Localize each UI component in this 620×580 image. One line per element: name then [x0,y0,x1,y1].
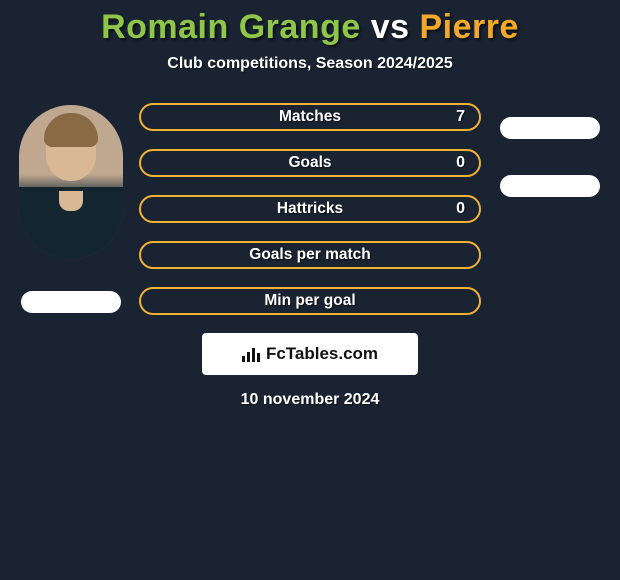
stat-value: 0 [456,154,465,172]
brand-text: FcTables.com [266,344,378,364]
subtitle: Club competitions, Season 2024/2025 [0,55,620,73]
stat-min-per-goal: Min per goal [139,287,481,315]
stat-label: Goals per match [249,246,370,264]
date-text: 10 november 2024 [0,391,620,409]
main-area: Matches 7 Goals 0 Hattricks 0 Goals per … [0,103,620,315]
vs-text: vs [371,8,410,46]
stat-value: 0 [456,200,465,218]
stat-goals: Goals 0 [139,149,481,177]
player1-avatar [19,105,123,259]
stat-label: Min per goal [264,292,355,310]
player1-column [8,103,133,313]
player2-pill-1 [500,117,600,139]
player2-pill-2 [500,175,600,197]
player2-name: Pierre [420,8,519,46]
stat-value: 7 [456,108,465,126]
stat-matches: Matches 7 [139,103,481,131]
player2-column [487,103,612,197]
player1-name: Romain Grange [101,8,361,46]
player1-name-pill [21,291,121,313]
stats-column: Matches 7 Goals 0 Hattricks 0 Goals per … [133,103,487,315]
stat-hattricks: Hattricks 0 [139,195,481,223]
comparison-card: Romain Grange vs Pierre Club competition… [0,0,620,409]
title-row: Romain Grange vs Pierre [0,8,620,47]
brand-badge[interactable]: FcTables.com [202,333,418,375]
stat-label: Matches [279,108,341,126]
stat-goals-per-match: Goals per match [139,241,481,269]
bar-chart-icon [242,346,260,362]
stat-label: Goals [288,154,331,172]
stat-label: Hattricks [277,200,343,218]
